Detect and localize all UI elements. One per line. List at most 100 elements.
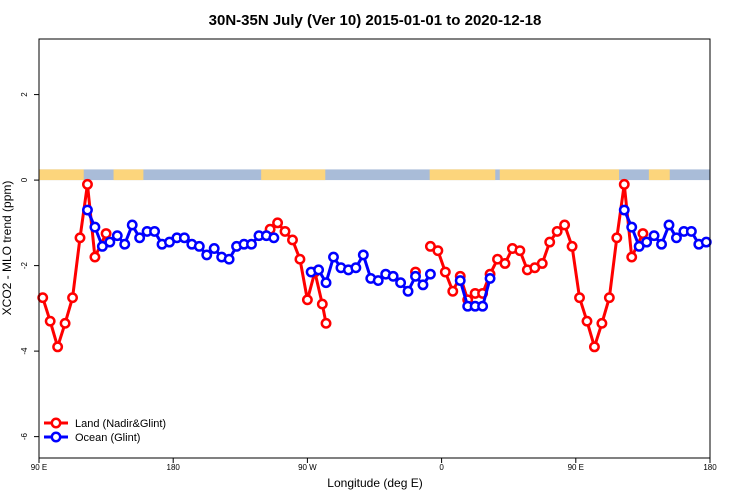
data-point — [320, 317, 332, 329]
data-point — [637, 228, 649, 239]
data-point — [663, 219, 675, 231]
data-point — [387, 270, 399, 282]
data-point — [223, 253, 235, 265]
data-point — [100, 228, 112, 239]
data-point — [514, 245, 526, 257]
x-axis-label: Longitude (deg E) — [327, 476, 422, 490]
data-point — [603, 292, 615, 304]
data-point — [89, 221, 101, 233]
data-point — [611, 232, 623, 244]
data-point — [320, 277, 332, 289]
data-point — [119, 238, 131, 250]
land-ocean-mask-strip — [39, 169, 710, 181]
x-tick-label: 90 E — [568, 463, 584, 472]
legend-land-label: Land (Nadir&Glint) — [75, 418, 166, 430]
data-point — [559, 219, 571, 231]
y-axis-label: XCO2 - MLO trend (ppm) — [0, 181, 14, 316]
series-land — [37, 178, 649, 353]
data-point — [551, 225, 563, 237]
data-point — [447, 285, 459, 297]
y-axis: 2 0 -2 -4 -6 — [20, 92, 39, 440]
data-point — [700, 236, 712, 248]
data-point — [566, 240, 578, 252]
x-tick-label: 90 E — [31, 463, 47, 472]
data-point — [126, 219, 138, 231]
data-point — [588, 341, 600, 353]
data-point — [596, 317, 608, 329]
data-point — [111, 230, 123, 242]
legend-ocean-marker — [50, 431, 62, 443]
data-point — [149, 225, 161, 237]
data-point — [656, 238, 667, 250]
series-layer — [37, 178, 712, 353]
data-point — [402, 285, 414, 297]
data-point — [618, 178, 630, 190]
data-point — [82, 204, 93, 216]
x-tick-label: 0 — [439, 463, 444, 472]
data-point — [574, 292, 585, 304]
data-point — [328, 251, 339, 263]
series-ocean — [82, 204, 712, 312]
data-point — [581, 315, 593, 327]
data-point — [372, 275, 384, 287]
legend: Land (Nadir&Glint) Ocean (Glint) — [44, 417, 166, 444]
land-mask-segment — [499, 169, 620, 181]
y-tick-label: -6 — [20, 433, 29, 441]
data-point — [44, 315, 56, 327]
data-point — [178, 232, 190, 244]
data-point — [74, 232, 86, 244]
data-point — [424, 268, 436, 280]
y-tick-label: -4 — [20, 347, 29, 355]
data-point — [208, 243, 220, 254]
data-point — [82, 178, 93, 190]
land-mask-segment — [261, 169, 326, 181]
y-tick-label: 2 — [20, 92, 29, 97]
data-point — [67, 292, 79, 304]
land-mask-segment — [113, 169, 144, 181]
data-point — [316, 298, 328, 310]
data-point — [301, 294, 313, 306]
land-mask-segment — [648, 169, 670, 181]
data-point — [626, 221, 638, 233]
land-mask-segment — [39, 169, 84, 181]
data-point — [268, 232, 280, 244]
data-point — [294, 253, 306, 265]
data-point — [477, 300, 489, 312]
data-point — [685, 225, 697, 237]
data-point — [439, 266, 451, 278]
ocean-mask-band — [39, 169, 710, 181]
data-point — [671, 232, 682, 244]
legend-land-marker — [50, 417, 62, 429]
data-point — [279, 225, 291, 237]
data-point — [432, 245, 444, 257]
data-point — [350, 262, 362, 274]
data-point — [544, 236, 556, 248]
y-tick-label: 0 — [20, 177, 29, 182]
data-point — [536, 258, 548, 269]
data-point — [357, 249, 369, 261]
legend-ocean-label: Ocean (Glint) — [75, 432, 140, 444]
data-point — [193, 240, 205, 252]
x-tick-label: 180 — [167, 463, 181, 472]
data-point — [454, 275, 466, 287]
x-tick-label: 90 W — [298, 463, 317, 472]
data-point — [201, 249, 213, 261]
data-point — [499, 258, 511, 269]
data-point — [59, 317, 71, 329]
data-point — [395, 277, 407, 289]
data-point — [626, 251, 638, 263]
data-point — [37, 292, 49, 304]
data-point — [410, 270, 421, 282]
y-tick-label: -2 — [20, 262, 29, 270]
data-point — [287, 234, 298, 246]
data-point — [89, 251, 101, 263]
data-point — [52, 341, 64, 353]
data-point — [104, 236, 116, 248]
data-point — [272, 217, 284, 229]
plot-frame — [38, 38, 711, 459]
data-point — [246, 238, 257, 250]
land-mask-segment — [429, 169, 496, 181]
data-point — [641, 236, 653, 248]
x-axis: 90 E 180 90 W 0 90 E 180 — [31, 458, 717, 472]
